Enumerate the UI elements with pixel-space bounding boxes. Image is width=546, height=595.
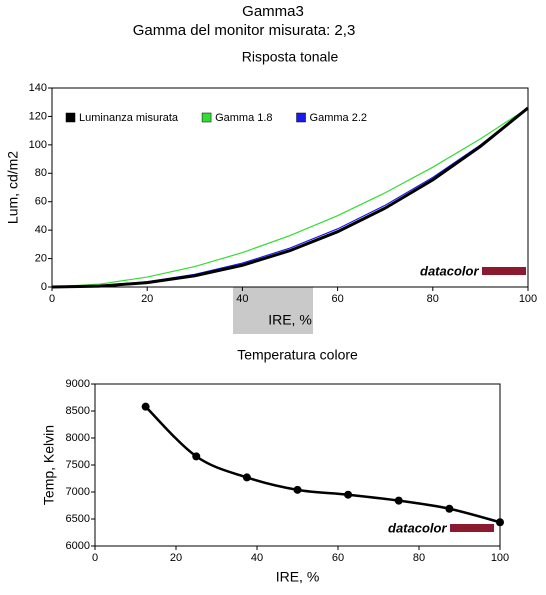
y-tick-label: 8000 bbox=[66, 432, 90, 444]
point bbox=[445, 504, 454, 513]
page-subtitle: Gamma del monitor misurata: 2,3 bbox=[133, 22, 356, 39]
point bbox=[242, 473, 251, 482]
y-tick-label: 120 bbox=[29, 110, 47, 122]
x-axis-label: IRE, % bbox=[268, 312, 312, 328]
y-tick-label: 40 bbox=[35, 224, 47, 236]
point bbox=[293, 485, 302, 494]
x-tick-label: 100 bbox=[519, 293, 537, 305]
x-tick-label: 20 bbox=[141, 293, 153, 305]
x-tick-label: 40 bbox=[236, 293, 248, 305]
point bbox=[394, 496, 403, 505]
y-tick-label: 0 bbox=[41, 281, 47, 293]
y-tick-label: 140 bbox=[29, 82, 47, 94]
series-line bbox=[51, 106, 529, 289]
point bbox=[141, 402, 150, 411]
logo-bar bbox=[450, 524, 494, 532]
x-tick-label: 80 bbox=[427, 293, 439, 305]
logo: datacolor bbox=[420, 263, 479, 278]
logo-bar bbox=[482, 267, 526, 275]
x-tick-label: 80 bbox=[413, 552, 425, 564]
x-tick-label: 0 bbox=[49, 293, 55, 305]
plot-area bbox=[94, 383, 501, 547]
chart-title: Risposta tonale bbox=[242, 49, 339, 65]
y-tick-label: 8500 bbox=[66, 405, 90, 417]
y-tick-label: 100 bbox=[29, 139, 47, 151]
x-tick-label: 60 bbox=[332, 552, 344, 564]
y-tick-label: 9000 bbox=[66, 378, 90, 390]
y-tick-label: 7500 bbox=[66, 459, 90, 471]
point bbox=[192, 452, 201, 461]
point bbox=[344, 490, 353, 499]
y-axis-label: Lum, cd/m2 bbox=[5, 151, 21, 224]
x-tick-label: 20 bbox=[170, 552, 182, 564]
y-axis-label: Temp, Kelvin bbox=[41, 425, 57, 505]
y-tick-label: 80 bbox=[35, 167, 47, 179]
legend-label: Gamma 1.8 bbox=[215, 112, 272, 124]
plot-area bbox=[51, 87, 529, 288]
chart-title: Temperatura colore bbox=[237, 347, 358, 363]
x-tick-label: 0 bbox=[92, 552, 98, 564]
legend-swatch bbox=[296, 112, 306, 123]
y-tick-label: 20 bbox=[35, 252, 47, 264]
logo: datacolor bbox=[388, 520, 447, 535]
legend-swatch bbox=[65, 112, 76, 123]
y-tick-label: 6500 bbox=[66, 513, 90, 525]
y-tick-label: 60 bbox=[35, 196, 47, 208]
legend-label: Luminanza misurata bbox=[79, 112, 179, 124]
series-line bbox=[51, 107, 529, 288]
y-tick-label: 7000 bbox=[66, 486, 90, 498]
page-title: Gamma3 bbox=[242, 3, 304, 20]
legend-swatch bbox=[201, 112, 212, 123]
x-tick-label: 100 bbox=[491, 552, 509, 564]
x-axis-label: IRE, % bbox=[276, 569, 320, 585]
point bbox=[496, 518, 504, 527]
x-tick-label: 60 bbox=[331, 293, 343, 305]
y-tick-label: 6000 bbox=[66, 540, 90, 552]
legend-label: Gamma 2.2 bbox=[310, 112, 367, 124]
x-tick-label: 40 bbox=[251, 552, 263, 564]
